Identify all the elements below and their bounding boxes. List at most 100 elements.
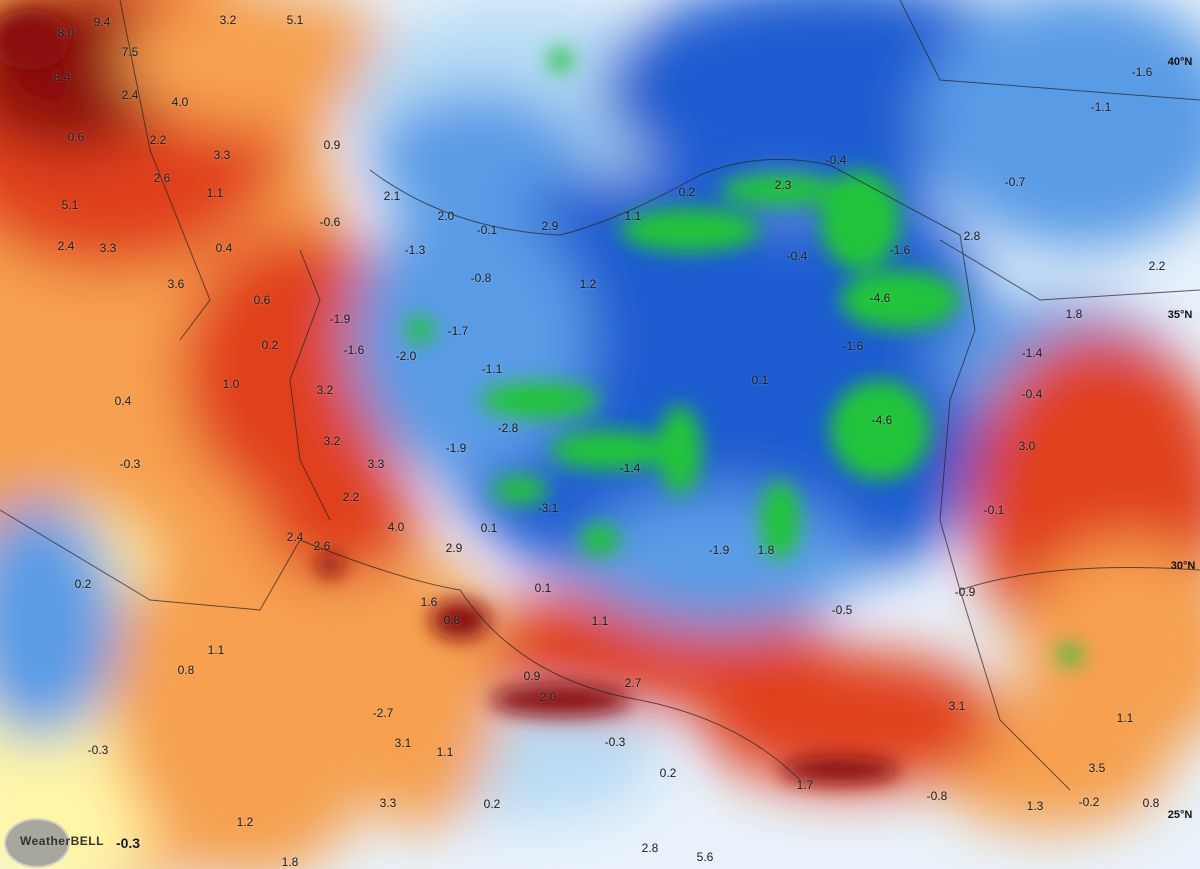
anomaly-value-label: 3.6 <box>167 277 185 291</box>
anomaly-value-label: 0.8 <box>177 663 195 677</box>
anomaly-very_cold <box>820 170 900 270</box>
anomaly-value-label: -1.9 <box>708 543 730 557</box>
anomaly-value-label: 3.0 <box>1018 439 1036 453</box>
field-warm <box>700 650 1000 790</box>
anomaly-value-label: 0.2 <box>659 766 677 780</box>
anomaly-value-label: 3.3 <box>379 796 397 810</box>
anomaly-value-label: 0.6 <box>67 130 85 144</box>
latitude-label: 40°N <box>1167 56 1193 68</box>
anomaly-value-label: 1.8 <box>1065 307 1083 321</box>
anomaly-value-label: 0.2 <box>261 338 279 352</box>
anomaly-very_cold <box>658 405 702 495</box>
anomaly-value-label: 1.1 <box>436 745 454 759</box>
anomaly-value-label: -4.6 <box>869 291 891 305</box>
anomaly-value-label: 5.1 <box>286 13 304 27</box>
anomaly-value-label: 8.0 <box>57 26 75 40</box>
border-line <box>119 0 211 341</box>
anomaly-value-label: -0.9 <box>954 585 976 599</box>
anomaly-value-label: 3.5 <box>1088 761 1106 775</box>
latitude-label: 25°N <box>1167 809 1193 821</box>
anomaly-very_cold <box>550 430 670 470</box>
anomaly-value-label: -0.6 <box>319 215 341 229</box>
anomaly-value-label: 0.6 <box>253 293 271 307</box>
anomaly-value-label: -2.0 <box>395 349 417 363</box>
anomaly-value-label: 3.2 <box>316 383 334 397</box>
anomaly-value-label: -1.4 <box>619 461 641 475</box>
anomaly-value-label: 0.8 <box>1142 796 1160 810</box>
anomaly-value-label: -0.4 <box>1021 387 1043 401</box>
anomaly-value-label: 4.0 <box>387 520 405 534</box>
anomaly-value-label: 9.4 <box>93 15 111 29</box>
anomaly-value-label: -0.8 <box>470 271 492 285</box>
anomaly-value-label: 0.8 <box>443 613 461 627</box>
anomaly-value-label: 2.4 <box>121 88 139 102</box>
anomaly-value-label: -1.1 <box>481 362 503 376</box>
anomaly-very_cold <box>720 174 840 206</box>
anomaly-very_cold <box>830 380 930 480</box>
anomaly-value-label: -0.1 <box>983 503 1005 517</box>
anomaly-very_cold <box>480 382 600 418</box>
anomaly-value-label: -0.1 <box>476 223 498 237</box>
anomaly-warm_strong <box>490 684 630 716</box>
anomaly-value-label: 0.2 <box>483 797 501 811</box>
anomaly-very_cold <box>492 476 548 504</box>
anomaly-value-label: -3.1 <box>537 501 559 515</box>
anomaly-value-label: 2.7 <box>624 676 642 690</box>
border-line <box>369 158 1071 791</box>
watermark-value: -0.3 <box>115 835 141 851</box>
border-line <box>899 0 1200 101</box>
anomaly-value-label: -1.6 <box>1131 65 1153 79</box>
anomaly-value-label: 1.2 <box>236 815 254 829</box>
anomaly-very_cold <box>406 316 434 344</box>
field-warm <box>260 460 420 580</box>
anomaly-value-label: 2.0 <box>437 209 455 223</box>
anomaly-value-label: 3.3 <box>213 148 231 162</box>
anomaly-warm_strong <box>0 10 70 70</box>
anomaly-value-label: 2.3 <box>774 178 792 192</box>
field-mild <box>340 550 500 830</box>
anomaly-value-label: -1.9 <box>445 441 467 455</box>
field-mild <box>110 520 390 869</box>
anomaly-value-label: 1.1 <box>207 643 225 657</box>
field-cool <box>350 200 590 480</box>
anomaly-value-label: 1.2 <box>579 277 597 291</box>
anomaly-value-label: -0.2 <box>1078 795 1100 809</box>
anomaly-value-label: 3.3 <box>367 457 385 471</box>
anomaly-value-label: 1.6 <box>420 595 438 609</box>
field-cool <box>580 490 860 630</box>
anomaly-value-label: 2.8 <box>641 841 659 855</box>
anomaly-value-label: 3.1 <box>948 699 966 713</box>
anomaly-value-label: -0.3 <box>119 457 141 471</box>
anomaly-value-label: 5.6 <box>696 850 714 864</box>
anomaly-value-label: -1.6 <box>343 343 365 357</box>
anomaly-value-label: -1.6 <box>889 243 911 257</box>
anomaly-value-label: 1.0 <box>222 377 240 391</box>
anomaly-value-label: -1.3 <box>404 243 426 257</box>
anomaly-value-label: -0.4 <box>825 153 847 167</box>
anomaly-value-label: 1.1 <box>591 614 609 628</box>
weatherbell-logo <box>4 818 70 868</box>
anomaly-very_cold <box>1058 645 1082 665</box>
anomaly-very_cold <box>548 48 572 72</box>
anomaly-warm_strong <box>780 756 900 784</box>
anomaly-value-label: -2.7 <box>372 706 394 720</box>
anomaly-value-label: -4.6 <box>871 413 893 427</box>
anomaly-value-label: 3.2 <box>219 13 237 27</box>
latitude-label: 35°N <box>1167 309 1193 321</box>
border-line <box>959 567 1200 591</box>
anomaly-value-label: -1.1 <box>1090 100 1112 114</box>
anomaly-value-label: -1.4 <box>1021 346 1043 360</box>
anomaly-value-label: 1.1 <box>206 186 224 200</box>
watermark-brand: WeatherBELL <box>20 834 104 848</box>
anomaly-value-label: 2.2 <box>1148 259 1166 273</box>
anomaly-value-label: 0.9 <box>523 669 541 683</box>
anomaly-value-label: 2.9 <box>445 541 463 555</box>
anomaly-value-label: 0.4 <box>215 241 233 255</box>
anomaly-value-label: -0.5 <box>831 603 853 617</box>
anomaly-value-label: 1.3 <box>1026 799 1044 813</box>
anomaly-value-label: -0.8 <box>926 789 948 803</box>
anomaly-value-label: 5.1 <box>61 198 79 212</box>
anomaly-value-label: 0.4 <box>114 394 132 408</box>
anomaly-value-label: -0.7 <box>1004 175 1026 189</box>
